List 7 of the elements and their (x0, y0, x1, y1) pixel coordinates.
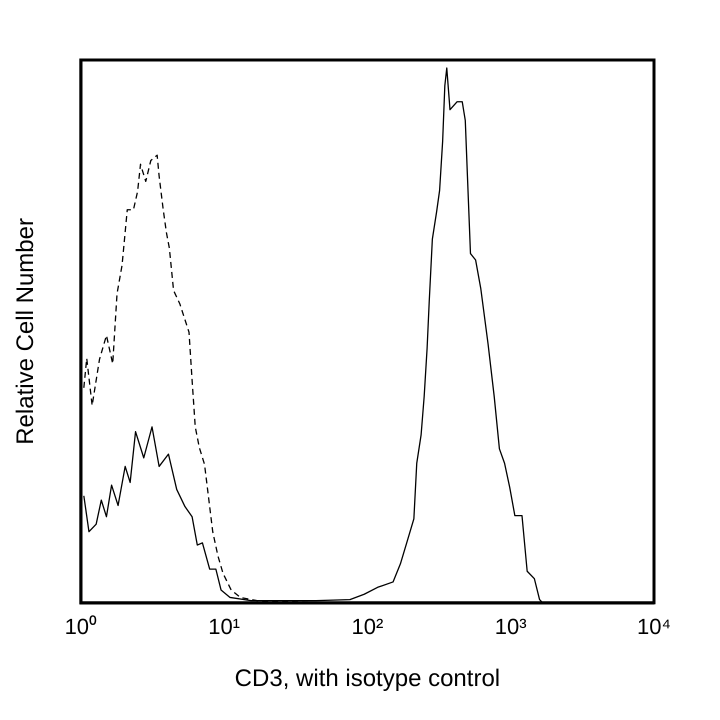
x-tick-label: 10⁴ (637, 614, 671, 640)
x-tick-label: 10⁰ (64, 614, 98, 640)
x-axis-title: CD3, with isotype control (234, 665, 500, 692)
x-tick-label: 10² (352, 614, 384, 640)
x-tick-label: 10¹ (208, 614, 240, 640)
y-axis-title: Relative Cell Number (12, 218, 40, 445)
x-tick-label: 10³ (494, 614, 527, 640)
